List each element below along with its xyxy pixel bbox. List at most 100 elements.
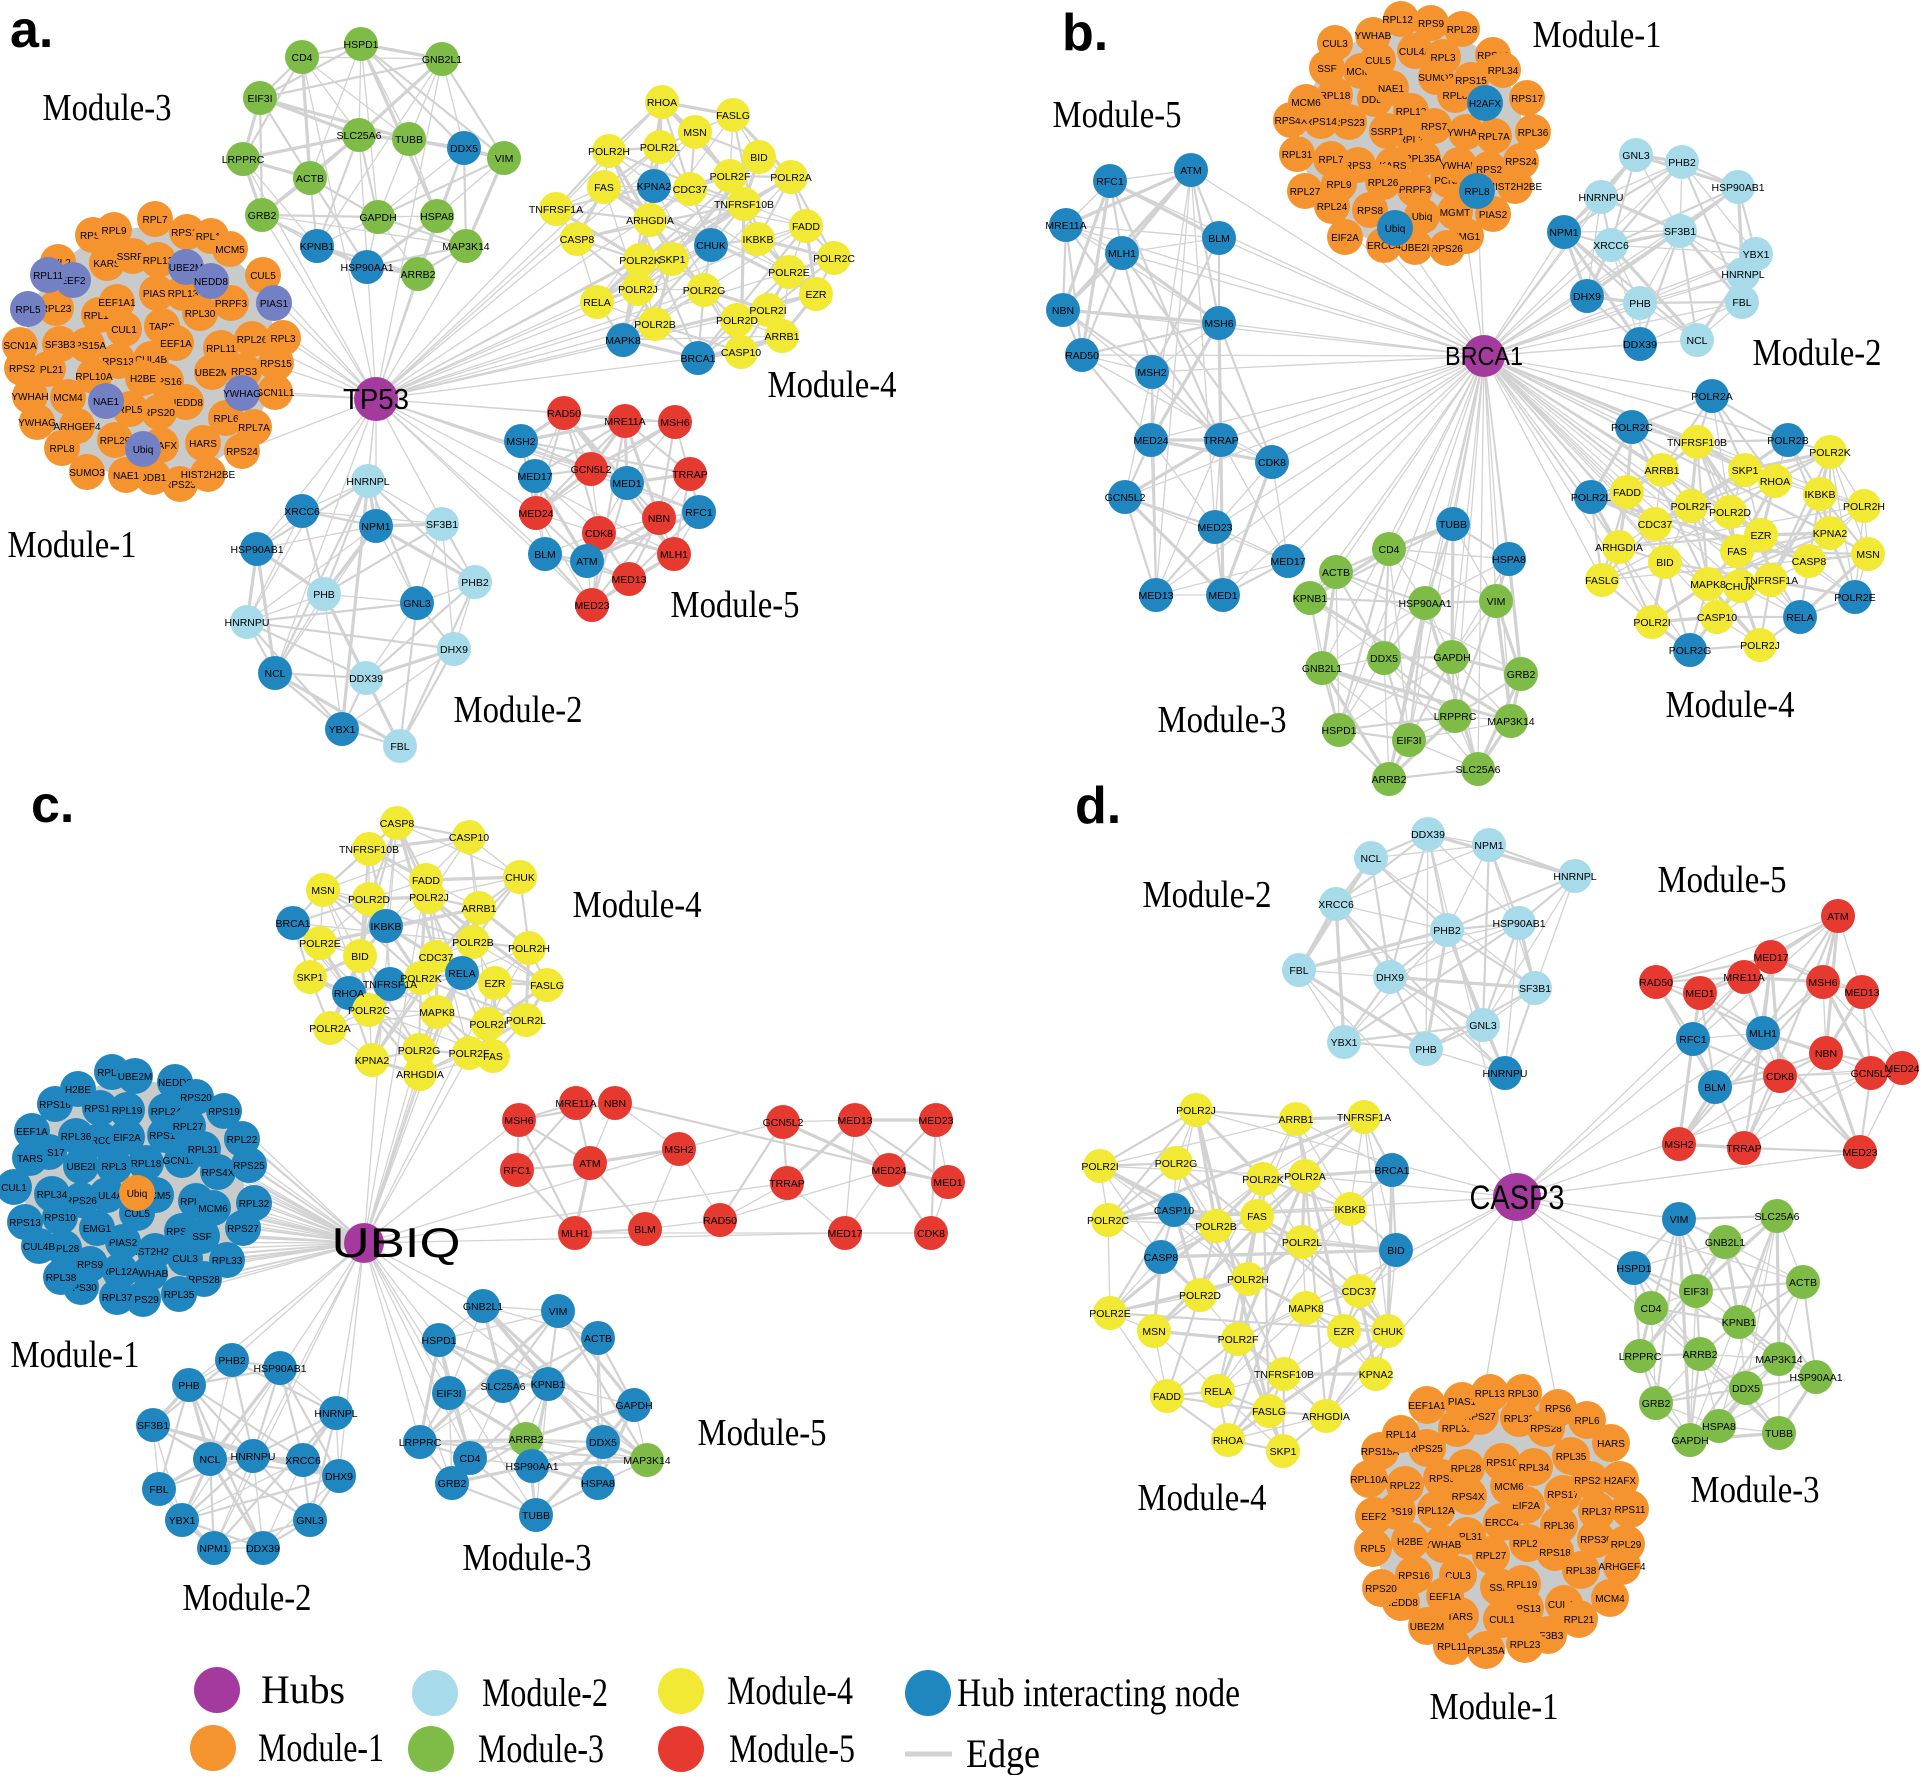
svg-text:RPS19: RPS19 xyxy=(1381,1507,1413,1518)
svg-text:HARS: HARS xyxy=(189,439,217,450)
svg-text:UBE2I: UBE2I xyxy=(67,1162,96,1173)
svg-text:RHOA: RHOA xyxy=(334,988,364,1000)
svg-text:MED23: MED23 xyxy=(1197,522,1232,534)
svg-text:CDK8: CDK8 xyxy=(1258,457,1286,469)
svg-text:RPL29: RPL29 xyxy=(100,436,131,447)
svg-text:MAP3K14: MAP3K14 xyxy=(623,1455,670,1467)
svg-text:RPS16: RPS16 xyxy=(39,1100,71,1111)
svg-text:XRCC6: XRCC6 xyxy=(284,506,320,518)
svg-text:RPS9: RPS9 xyxy=(1429,1474,1456,1485)
svg-text:H2AFX: H2AFX xyxy=(145,441,178,452)
svg-text:POLR2J: POLR2J xyxy=(618,284,658,296)
svg-text:RPL24: RPL24 xyxy=(1317,202,1348,213)
svg-text:MED17: MED17 xyxy=(517,471,552,483)
svg-text:FASLG: FASLG xyxy=(1252,1406,1286,1418)
svg-text:YBX1: YBX1 xyxy=(329,724,356,736)
svg-text:MAPK8: MAPK8 xyxy=(605,335,641,347)
svg-text:SCN1A: SCN1A xyxy=(3,341,37,352)
svg-text:DDB1: DDB1 xyxy=(1362,95,1389,106)
svg-text:RPL34: RPL34 xyxy=(1519,1463,1550,1474)
svg-text:KPNA2: KPNA2 xyxy=(637,181,672,193)
svg-text:RAD50: RAD50 xyxy=(1065,350,1099,362)
svg-text:RPS4X: RPS4X xyxy=(1452,1492,1485,1503)
svg-text:SF3B3: SF3B3 xyxy=(1533,1631,1564,1642)
svg-text:CUL1: CUL1 xyxy=(111,325,137,336)
svg-text:GCN5L2: GCN5L2 xyxy=(1105,492,1146,504)
svg-text:DDX5: DDX5 xyxy=(450,143,478,155)
svg-text:DDX5: DDX5 xyxy=(589,1437,617,1449)
svg-text:RPS29: RPS29 xyxy=(1574,1476,1606,1487)
svg-text:b.: b. xyxy=(1062,4,1108,62)
svg-text:NAE1: NAE1 xyxy=(113,471,140,482)
svg-text:MLH1: MLH1 xyxy=(660,549,688,561)
svg-text:CUL1: CUL1 xyxy=(1489,1615,1515,1626)
svg-text:Module-1: Module-1 xyxy=(8,524,137,566)
svg-text:RPL22: RPL22 xyxy=(1390,1481,1421,1492)
svg-text:Ubiq: Ubiq xyxy=(127,1189,148,1200)
svg-text:TNFRSF1A: TNFRSF1A xyxy=(1744,575,1798,587)
svg-text:H2BE: H2BE xyxy=(1397,1537,1423,1548)
svg-text:HSP90AB1: HSP90AB1 xyxy=(1492,918,1545,930)
svg-text:RPS28: RPS28 xyxy=(188,1275,220,1286)
svg-text:YWHAG: YWHAG xyxy=(1447,128,1485,139)
svg-text:MED13: MED13 xyxy=(1844,987,1879,999)
svg-text:GAPDH: GAPDH xyxy=(615,1400,652,1412)
svg-text:ARRB2: ARRB2 xyxy=(1371,774,1406,786)
svg-text:MED24: MED24 xyxy=(1884,1063,1919,1075)
svg-text:POLR2H: POLR2H xyxy=(1843,501,1885,513)
svg-text:BRCA1: BRCA1 xyxy=(1445,341,1523,371)
svg-text:BLM: BLM xyxy=(1704,1082,1726,1094)
svg-text:ARHGDIA: ARHGDIA xyxy=(1595,542,1643,554)
svg-text:Module-2: Module-2 xyxy=(482,1670,608,1715)
svg-text:RPS28: RPS28 xyxy=(1530,1424,1562,1435)
svg-text:ARRB1: ARRB1 xyxy=(1644,465,1679,477)
svg-text:ARHGEF4: ARHGEF4 xyxy=(53,422,101,433)
svg-text:TRRAP: TRRAP xyxy=(672,469,708,481)
svg-text:Module-4: Module-4 xyxy=(727,1668,853,1713)
svg-text:CD4: CD4 xyxy=(1378,544,1399,556)
svg-text:UBE2M: UBE2M xyxy=(1410,1622,1444,1633)
svg-text:MCM6: MCM6 xyxy=(198,1204,228,1215)
svg-text:MCM6: MCM6 xyxy=(1291,98,1321,109)
svg-text:RHOA: RHOA xyxy=(1760,476,1790,488)
svg-text:POLR2L: POLR2L xyxy=(640,142,680,154)
svg-text:CDC37: CDC37 xyxy=(1638,519,1673,531)
svg-text:POLR2H: POLR2H xyxy=(508,943,550,955)
svg-text:MED1: MED1 xyxy=(1208,590,1237,602)
svg-text:RPL23: RPL23 xyxy=(1510,1640,1541,1651)
svg-text:UBE2M: UBE2M xyxy=(118,1072,152,1083)
svg-text:KPNB1: KPNB1 xyxy=(1722,1317,1757,1329)
svg-text:MRE11A: MRE11A xyxy=(604,416,645,428)
svg-text:PIAS2: PIAS2 xyxy=(109,1238,138,1249)
svg-text:MED17: MED17 xyxy=(1753,952,1788,964)
svg-text:DDX39: DDX39 xyxy=(246,1543,280,1555)
svg-text:DHX9: DHX9 xyxy=(440,644,468,656)
svg-text:GCN5L2: GCN5L2 xyxy=(1851,1068,1892,1080)
svg-text:POLR2K: POLR2K xyxy=(1242,1174,1283,1186)
svg-text:BID: BID xyxy=(1387,1245,1405,1257)
svg-text:IKBKB: IKBKB xyxy=(371,921,402,933)
svg-text:ERCC4: ERCC4 xyxy=(84,1136,118,1147)
svg-text:POLR2C: POLR2C xyxy=(1087,1215,1129,1227)
svg-text:NPM1: NPM1 xyxy=(199,1543,228,1555)
svg-text:RPS24: RPS24 xyxy=(166,1227,198,1238)
svg-text:PHB: PHB xyxy=(1415,1044,1437,1056)
svg-text:HSP90AA1: HSP90AA1 xyxy=(340,262,393,274)
svg-text:PIAS2: PIAS2 xyxy=(1479,210,1508,221)
svg-text:MSH6: MSH6 xyxy=(1204,318,1233,330)
svg-text:CHUK: CHUK xyxy=(696,240,726,252)
svg-text:CASP8: CASP8 xyxy=(1792,556,1827,568)
svg-text:KPNB1: KPNB1 xyxy=(1293,593,1328,605)
svg-text:MED13: MED13 xyxy=(1138,590,1173,602)
svg-text:SF3B1: SF3B1 xyxy=(1519,983,1551,995)
svg-text:ACTB: ACTB xyxy=(584,1333,612,1345)
svg-text:GNB2L1: GNB2L1 xyxy=(463,1301,503,1313)
svg-text:EIF3I: EIF3I xyxy=(1683,1286,1708,1298)
svg-text:KARS: KARS xyxy=(93,259,121,270)
svg-text:PRPF3: PRPF3 xyxy=(1399,185,1432,196)
svg-text:VIM: VIM xyxy=(549,1306,568,1318)
svg-text:SF3B1: SF3B1 xyxy=(137,1420,169,1432)
svg-text:YWHAH: YWHAH xyxy=(1440,161,1477,172)
svg-text:KPNB1: KPNB1 xyxy=(300,241,335,253)
svg-text:RPL7A: RPL7A xyxy=(1478,132,1510,143)
